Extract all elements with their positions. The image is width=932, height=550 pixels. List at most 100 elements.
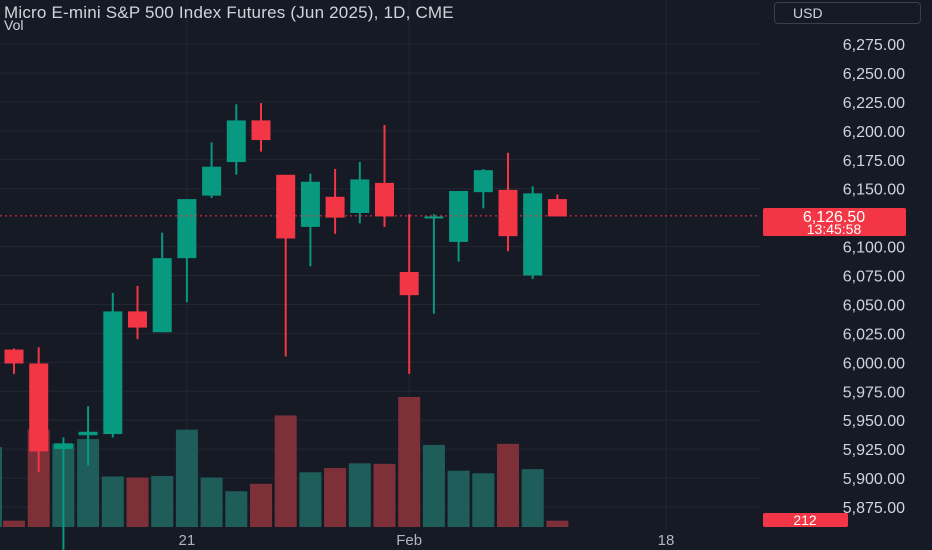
volume-bar — [175, 429, 198, 527]
candle — [276, 174, 296, 357]
candle — [53, 437, 73, 550]
candle-body — [424, 216, 444, 219]
volume-bar — [324, 468, 347, 527]
countdown-timer: 13:45:58 — [807, 221, 862, 237]
candle — [251, 103, 271, 152]
volume-bar — [0, 447, 2, 527]
price-tick-label: 5,900.00 — [843, 471, 905, 488]
price-tick-label: 6,175.00 — [843, 153, 905, 170]
candle-body — [4, 349, 24, 364]
volume-bar — [348, 463, 371, 527]
candle — [498, 152, 518, 252]
price-axis[interactable]: 6,275.00 6,250.00 6,225.00 6,200.00 6,175.00… — [843, 37, 905, 517]
candle-body — [473, 170, 493, 193]
volume-bar — [200, 477, 223, 527]
price-tick-label: 5,975.00 — [843, 384, 905, 401]
candle-body — [325, 196, 345, 218]
symbol-title[interactable]: Micro E-mini S&P 500 Index Futures (Jun … — [4, 3, 454, 22]
candle-body — [202, 166, 222, 196]
chart-grid — [0, 0, 760, 530]
candle — [300, 173, 320, 267]
price-tick-label: 5,875.00 — [843, 500, 905, 517]
time-tick-label: Feb — [396, 532, 422, 549]
candle — [152, 232, 172, 333]
price-tick-label: 6,075.00 — [843, 269, 905, 286]
candle-body — [523, 193, 543, 276]
price-tick-label: 6,200.00 — [843, 124, 905, 141]
candle — [202, 142, 222, 198]
volume-bar — [126, 477, 149, 527]
candle-body — [375, 182, 394, 217]
candle — [325, 169, 345, 234]
price-tick-label: 6,050.00 — [843, 297, 905, 314]
candle-body — [177, 199, 197, 259]
volume-bar — [3, 520, 25, 527]
time-tick-label: 21 — [179, 532, 196, 549]
volume-bar — [77, 439, 100, 527]
candlesticks — [4, 103, 567, 550]
candle-body — [78, 431, 98, 436]
volume-bar — [274, 415, 297, 527]
volume-bar — [373, 463, 396, 527]
volume-bar — [398, 397, 421, 527]
candle-body — [276, 174, 296, 239]
volume-bar — [225, 491, 248, 527]
candle-body — [350, 179, 370, 213]
volume-bar — [447, 470, 470, 527]
volume-bar — [151, 475, 174, 527]
candle — [424, 214, 444, 314]
price-tick-label: 6,225.00 — [843, 95, 905, 112]
price-tick-label: 6,100.00 — [843, 240, 905, 257]
candle — [103, 292, 123, 438]
candle-body — [128, 311, 147, 328]
candle — [547, 194, 567, 217]
price-tick-label: 6,275.00 — [843, 37, 905, 54]
candle — [226, 104, 246, 175]
price-tick-label: 6,025.00 — [843, 326, 905, 343]
last-price-value: 6,126.50 — [803, 209, 865, 226]
candle-body — [103, 311, 123, 435]
time-tick-label: 18 — [658, 532, 675, 549]
candle-body — [547, 199, 567, 217]
candle-body — [449, 191, 469, 242]
candle-body — [251, 120, 271, 141]
last-price-tag: 6,126.50 13:45:58 — [763, 208, 906, 237]
candle-body — [399, 272, 419, 296]
price-tick-label: 6,250.00 — [843, 66, 905, 83]
candle-body — [300, 181, 320, 227]
volume-bar — [546, 520, 569, 527]
volume-bar — [497, 443, 519, 527]
candle — [449, 191, 469, 262]
time-axis[interactable]: 21 Feb 18 — [179, 532, 675, 549]
volume-bar — [521, 469, 544, 527]
candle — [78, 406, 98, 466]
candle — [29, 347, 49, 473]
candle-body — [498, 189, 518, 237]
price-tick-label: 5,925.00 — [843, 442, 905, 459]
candle — [375, 125, 394, 227]
price-tick-label: 5,950.00 — [843, 413, 905, 430]
volume-bar — [472, 473, 495, 527]
candle — [473, 169, 493, 209]
candle — [350, 162, 370, 224]
volume-label: Vol — [4, 17, 24, 33]
volume-bar — [422, 444, 445, 527]
volume-bar — [101, 476, 124, 527]
candle-body — [226, 120, 246, 163]
last-volume-value: 212 — [793, 512, 817, 528]
last-volume-tag: 212 — [763, 512, 848, 528]
volume-bars — [0, 397, 569, 527]
volume-bar — [299, 472, 322, 527]
currency-selector[interactable]: USD — [774, 2, 921, 24]
candle — [523, 186, 543, 279]
volume-bar — [27, 429, 50, 527]
candle — [128, 285, 147, 340]
candle — [177, 199, 197, 303]
volume-bar — [250, 483, 272, 527]
candle-body — [29, 363, 49, 452]
candle — [399, 214, 419, 374]
price-tick-label: 6,150.00 — [843, 182, 905, 199]
price-tick-label: 6,000.00 — [843, 355, 905, 372]
candle-body — [152, 258, 172, 333]
